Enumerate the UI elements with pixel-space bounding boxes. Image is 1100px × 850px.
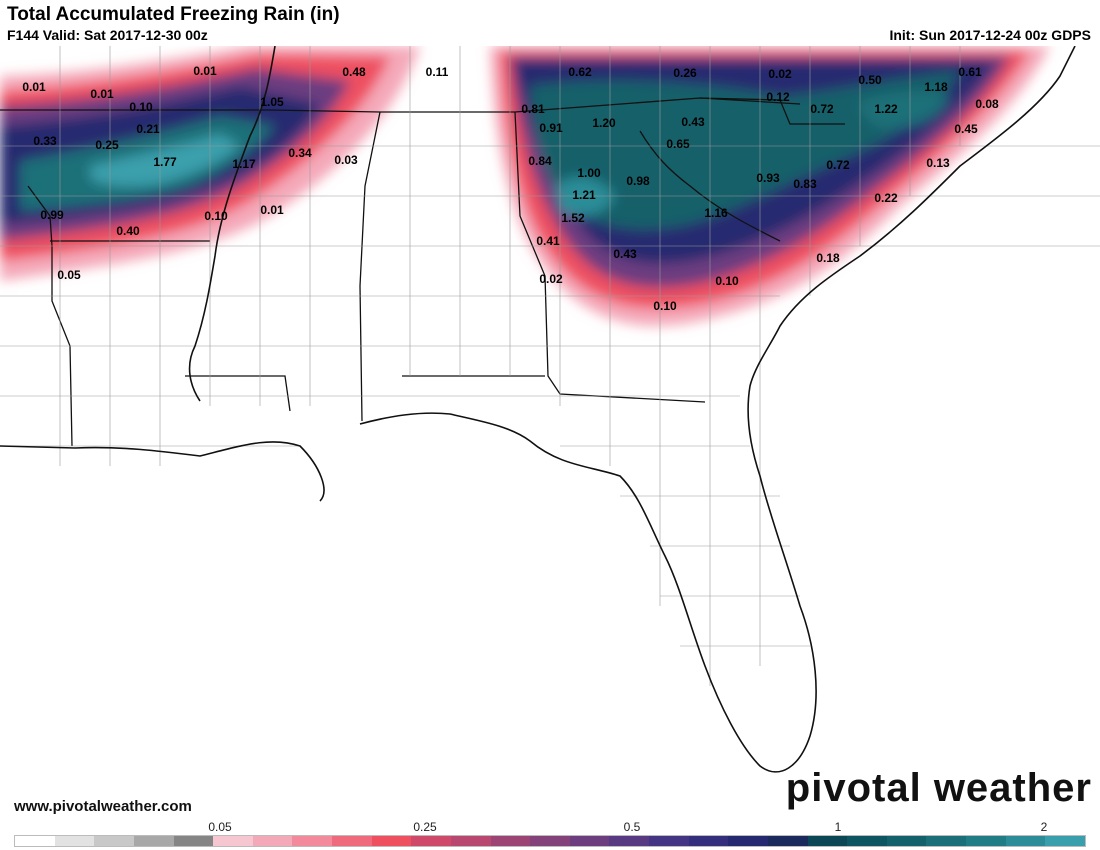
value-label: 1.21 [572, 188, 596, 202]
legend-swatch [371, 836, 412, 846]
value-label: 1.22 [874, 102, 898, 116]
value-label: 0.08 [975, 97, 999, 111]
legend-tick: 0.25 [413, 820, 437, 834]
value-label: 0.34 [288, 146, 312, 160]
value-label: 0.81 [521, 102, 545, 116]
site-url[interactable]: www.pivotalweather.com [14, 798, 192, 815]
value-label: 0.10 [129, 100, 153, 114]
legend-tick: 1 [834, 820, 842, 834]
value-label: 0.18 [816, 251, 840, 265]
legend-swatch [213, 836, 253, 846]
legend-swatch [847, 836, 887, 846]
legend-swatch [609, 836, 649, 846]
value-label: 1.17 [232, 157, 256, 171]
value-label: 0.43 [681, 115, 705, 129]
county-lines [0, 46, 1100, 686]
value-label: 0.01 [193, 64, 217, 78]
legend-swatch [1005, 836, 1046, 846]
legend-tick: 0.5 [623, 820, 641, 834]
legend-swatch [649, 836, 689, 846]
legend-tick: 2 [1040, 820, 1048, 834]
legend-swatch [173, 836, 214, 846]
value-label: 0.05 [57, 268, 81, 282]
value-label: 0.40 [116, 224, 140, 238]
value-label: 0.22 [874, 191, 898, 205]
value-label: 0.72 [810, 102, 834, 116]
legend-colorbar [14, 835, 1086, 847]
value-label: 0.33 [33, 134, 57, 148]
value-label: 0.21 [136, 122, 160, 136]
map-graphic [0, 46, 1100, 820]
value-label: 0.10 [653, 299, 677, 313]
value-label: 0.01 [22, 80, 46, 94]
init-time: Init: Sun 2017-12-24 00z GDPS [889, 27, 1091, 43]
map-canvas[interactable] [0, 46, 1100, 820]
legend-swatch [728, 836, 768, 846]
brand-logo: pivotal weather [785, 766, 1092, 810]
state-borders [0, 97, 845, 447]
value-label: 0.50 [858, 73, 882, 87]
value-label: 0.72 [826, 158, 850, 172]
legend-swatch [54, 836, 95, 846]
legend-swatch [966, 836, 1006, 846]
legend-swatch [767, 836, 808, 846]
value-label: 0.01 [260, 203, 284, 217]
value-label: 0.01 [90, 87, 114, 101]
legend-swatch [94, 836, 134, 846]
value-label: 0.10 [715, 274, 739, 288]
value-label: 0.48 [342, 65, 366, 79]
value-label: 0.11 [425, 65, 449, 79]
legend-swatch [15, 836, 55, 846]
legend-swatch [252, 836, 293, 846]
value-label: 0.41 [536, 234, 560, 248]
value-label: 1.77 [153, 155, 177, 169]
legend-swatch [569, 836, 610, 846]
value-label: 0.25 [95, 138, 119, 152]
value-label: 0.12 [766, 90, 790, 104]
value-label: 0.62 [568, 65, 592, 79]
value-label: 0.83 [793, 177, 817, 191]
value-label: 1.16 [704, 206, 728, 220]
value-label: 1.18 [924, 80, 948, 94]
value-label: 0.45 [954, 122, 978, 136]
value-label: 1.52 [561, 211, 585, 225]
value-label: 0.02 [539, 272, 563, 286]
value-label: 0.91 [539, 121, 563, 135]
value-label: 0.10 [204, 209, 228, 223]
value-label: 0.61 [958, 65, 982, 79]
legend-swatch [807, 836, 848, 846]
legend-swatch [1045, 836, 1085, 846]
value-label: 0.93 [756, 171, 780, 185]
legend-swatch [688, 836, 729, 846]
map-header: Total Accumulated Freezing Rain (in) F14… [0, 0, 1100, 46]
value-label: 1.05 [260, 95, 284, 109]
map-title: Total Accumulated Freezing Rain (in) [7, 4, 340, 25]
valid-time: F144 Valid: Sat 2017-12-30 00z [7, 27, 208, 43]
value-label: 0.65 [666, 137, 690, 151]
value-label: 0.13 [926, 156, 950, 170]
value-label: 0.84 [528, 154, 552, 168]
legend-swatch [530, 836, 570, 846]
legend-swatch [886, 836, 927, 846]
value-label: 1.20 [592, 116, 616, 130]
coastline [0, 46, 1076, 773]
value-label: 0.98 [626, 174, 650, 188]
value-label: 0.43 [613, 247, 637, 261]
value-label: 1.00 [577, 166, 601, 180]
legend-tick: 0.05 [208, 820, 232, 834]
legend-swatch [292, 836, 332, 846]
legend-swatch [133, 836, 174, 846]
legend-swatch [450, 836, 491, 846]
value-label: 0.02 [768, 67, 792, 81]
value-label: 0.99 [40, 208, 64, 222]
legend-swatch [332, 836, 372, 846]
legend-swatch [926, 836, 966, 846]
legend-ticks: 0.05 0.25 0.5 1 2 [0, 820, 1100, 834]
legend-swatch [490, 836, 531, 846]
value-label: 0.26 [673, 66, 697, 80]
value-label: 0.03 [334, 153, 358, 167]
legend-swatch [411, 836, 451, 846]
